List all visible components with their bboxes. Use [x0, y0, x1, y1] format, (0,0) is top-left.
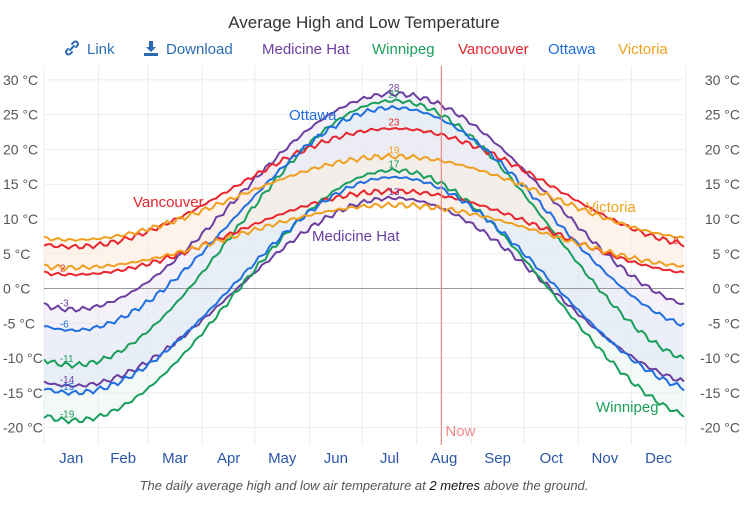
end-label-winnipeg-high-max: 27 [388, 90, 400, 101]
band-winnipeg [44, 99, 684, 424]
caption-emphasis: 2 metres [428, 478, 480, 493]
high-line-medicine-hat [43, 90, 685, 313]
legend-item-vancouver[interactable]: Vancouver [458, 41, 529, 58]
end-label-victoria-high-max: 19 [388, 145, 400, 156]
end-label-ottawa-high-min: -6 [60, 319, 69, 330]
annotation-winnipeg: Winnipeg [596, 399, 659, 416]
y-tick-left: 20 °C [3, 141, 38, 157]
high-line-winnipeg [43, 98, 685, 370]
band-vancouver [44, 128, 684, 276]
y-tick-right: -10 °C [700, 350, 740, 366]
legend-item-winnipeg[interactable]: Winnipeg [372, 41, 435, 58]
y-tick-left: -10 °C [3, 350, 43, 366]
end-label-medicine-hat-high-max: 28 [388, 83, 400, 94]
legend: Medicine Hat Winnipeg Vancouver Ottawa Victo… [262, 41, 668, 58]
x-tick-jul: Jul [380, 450, 399, 467]
y-tick-right: -15 °C [700, 385, 740, 401]
x-tick-dec: Dec [645, 450, 672, 467]
end-label-vancouver-high-max: 23 [388, 118, 400, 129]
download-label: Download [166, 41, 233, 58]
y-tick-left: 15 °C [3, 176, 38, 192]
low-line-ottawa [43, 175, 685, 397]
legend-item-medicine-hat[interactable]: Medicine Hat [262, 41, 350, 58]
link-button[interactable]: Link [65, 40, 115, 58]
low-line-victoria [43, 201, 685, 272]
link-icon [65, 40, 79, 56]
caption-part-1: The daily average high and low air tempe… [140, 478, 430, 493]
band-victoria [44, 153, 684, 270]
download-icon [144, 41, 158, 56]
y-tick-right: 10 °C [705, 211, 740, 227]
y-axis-left: 30 °C 25 °C 20 °C 15 °C 10 °C 5 °C 0 °C -5 °C -1… [3, 72, 43, 436]
y-tick-right: 0 °C [713, 281, 740, 297]
y-tick-right: -5 °C [708, 315, 740, 331]
y-tick-right: 30 °C [705, 72, 740, 88]
now-label: Now [445, 423, 475, 440]
end-label-winnipeg-low-max: 17 [388, 159, 400, 170]
legend-item-ottawa[interactable]: Ottawa [548, 41, 596, 58]
x-tick-oct: Oct [540, 450, 564, 467]
end-label-ottawa-low-min: -15 [60, 382, 75, 393]
y-axis-right: 30 °C 25 °C 20 °C 15 °C 10 °C 5 °C 0 °C -5 °C -1… [700, 72, 740, 436]
y-tick-right: -20 °C [700, 420, 740, 436]
annotation-victoria: Victoria [586, 199, 636, 216]
low-line-winnipeg [43, 167, 685, 425]
end-labels: -3 -14 28 13 -11 -19 27 17 6 2 23 -6 -15 19 [60, 83, 679, 421]
y-tick-left: 0 °C [3, 281, 30, 297]
y-tick-left: 25 °C [3, 107, 38, 123]
x-axis: Jan Feb Mar Apr May Jun Jul Aug Sep Oct Nov Dec [59, 450, 672, 467]
y-tick-left: -20 °C [3, 420, 43, 436]
y-tick-left: 5 °C [3, 246, 30, 262]
x-tick-aug: Aug [431, 450, 458, 467]
link-label: Link [87, 41, 115, 58]
x-tick-jun: Jun [324, 450, 348, 467]
legend-item-victoria[interactable]: Victoria [618, 41, 668, 58]
y-tick-right: 5 °C [713, 246, 740, 262]
series-annotations: Ottawa Vancouver Medicine Hat Victoria Winni… [133, 107, 659, 416]
x-tick-apr: Apr [217, 450, 240, 467]
x-tick-sep: Sep [484, 450, 511, 467]
y-tick-right: 20 °C [705, 141, 740, 157]
chart-title: Average High and Low Temperature [228, 13, 500, 32]
series-lines [43, 90, 685, 425]
y-tick-left: 30 °C [3, 72, 38, 88]
y-tick-left: 10 °C [3, 211, 38, 227]
high-line-victoria [43, 152, 685, 242]
end-label-medicine-hat-high-min: -3 [60, 298, 69, 309]
caption-part-3: above the ground. [480, 478, 588, 493]
y-tick-right: 15 °C [705, 176, 740, 192]
end-label-medicine-hat-low-min: -14 [60, 375, 75, 386]
chart-caption: The daily average high and low air tempe… [140, 478, 589, 493]
end-label-vancouver-low-min: 2 [60, 264, 66, 275]
annotation-ottawa: Ottawa [289, 107, 337, 124]
x-tick-nov: Nov [592, 450, 619, 467]
y-tick-left: -15 °C [3, 385, 43, 401]
band-ottawa [44, 105, 684, 395]
x-tick-mar: Mar [162, 450, 188, 467]
high-line-ottawa [43, 104, 685, 333]
temperature-bands [44, 91, 684, 424]
end-label-medicine-hat-low-max: 13 [388, 187, 400, 198]
x-tick-feb: Feb [110, 450, 136, 467]
end-label-winnipeg-low-min: -19 [60, 410, 75, 421]
download-button[interactable]: Download [144, 41, 233, 58]
low-line-medicine-hat [43, 195, 685, 389]
annotation-medicine-hat: Medicine Hat [312, 228, 400, 245]
now-marker: Now [440, 66, 476, 445]
end-label-winnipeg-high-min: -11 [60, 354, 74, 365]
x-tick-may: May [268, 450, 297, 467]
y-tick-left: -5 °C [3, 315, 35, 331]
annotation-vancouver: Vancouver [133, 194, 204, 211]
x-tick-jan: Jan [59, 450, 83, 467]
band-medicine-hat [44, 91, 684, 388]
y-tick-right: 25 °C [705, 107, 740, 123]
end-label-vancouver-high-min: 6 [673, 236, 679, 247]
